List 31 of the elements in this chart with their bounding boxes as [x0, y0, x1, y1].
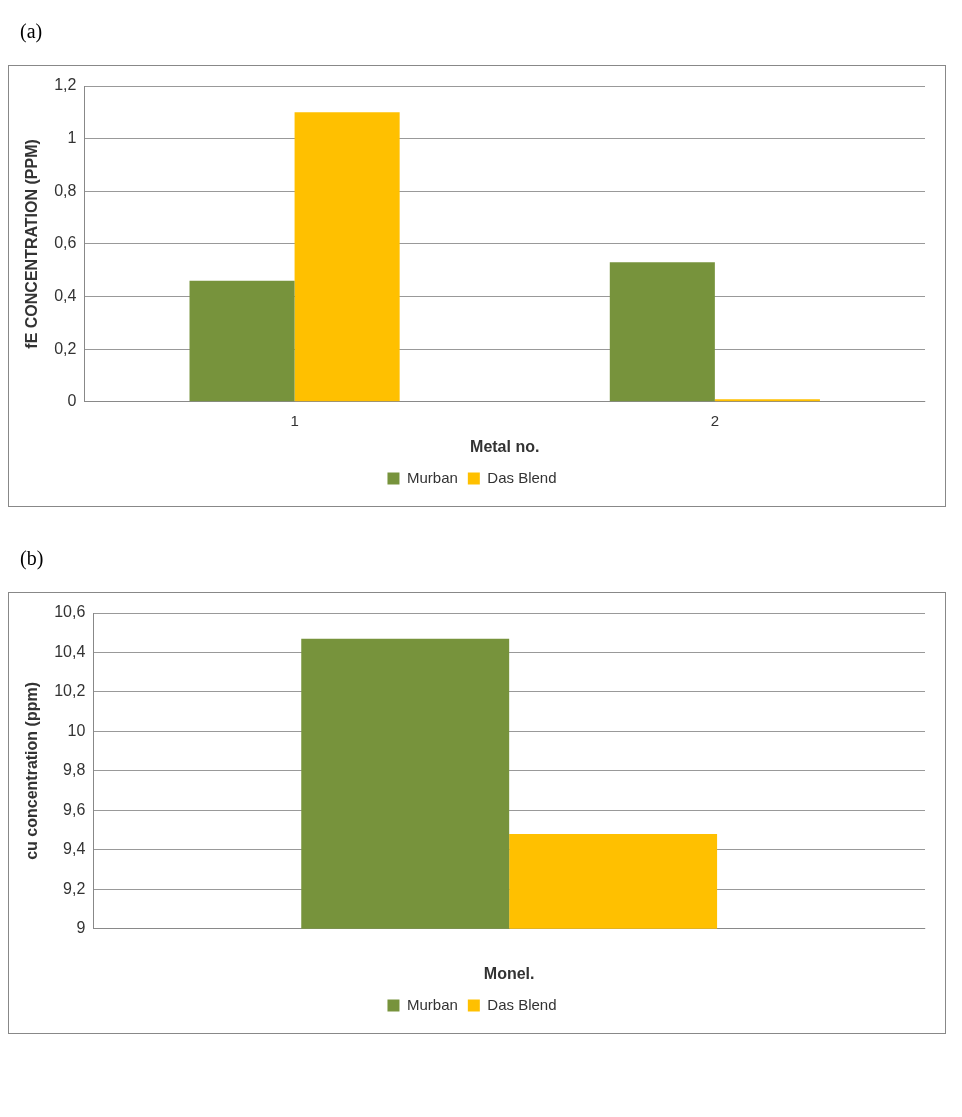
legend-label: Murban — [406, 995, 458, 1013]
bar — [714, 399, 820, 402]
legend-label: Murban — [406, 468, 458, 486]
text: (a) — [20, 20, 44, 43]
y-tick-label: 0 — [67, 392, 77, 410]
y-tick-label: 0,8 — [54, 181, 77, 199]
y-tick-label: 10,4 — [54, 642, 86, 660]
y-tick-label: 0,4 — [54, 286, 77, 304]
y-tick-label: 9,2 — [63, 879, 86, 897]
y-axis-title: fE CONCENTRATION (PPM) — [23, 139, 41, 349]
y-axis-title: cu concentration (ppm) — [23, 682, 41, 860]
y-tick-label: 9,4 — [63, 840, 86, 858]
y-tick-label: 10 — [67, 721, 86, 739]
y-tick-label: 0,6 — [54, 234, 77, 252]
text: (b) — [20, 547, 45, 570]
y-tick-label: 1 — [67, 129, 77, 147]
y-tick-label: 10,2 — [54, 682, 86, 700]
y-tick-label: 9,6 — [63, 800, 86, 818]
bar — [609, 262, 715, 402]
y-tick-label: 0,2 — [54, 339, 77, 357]
bar — [294, 112, 400, 402]
y-tick-label: 10,6 — [54, 603, 86, 621]
y-tick-label: 9 — [76, 919, 86, 937]
x-axis-title: Monel. — [483, 964, 535, 982]
x-tick-label: 2 — [710, 411, 720, 429]
y-tick-label: 9,8 — [63, 761, 86, 779]
y-tick-label: 1,2 — [54, 76, 77, 94]
legend-label: Das Blend — [487, 468, 557, 486]
legend-label: Das Blend — [487, 995, 557, 1013]
x-axis-title: Metal no. — [470, 437, 540, 455]
bar — [189, 280, 295, 402]
